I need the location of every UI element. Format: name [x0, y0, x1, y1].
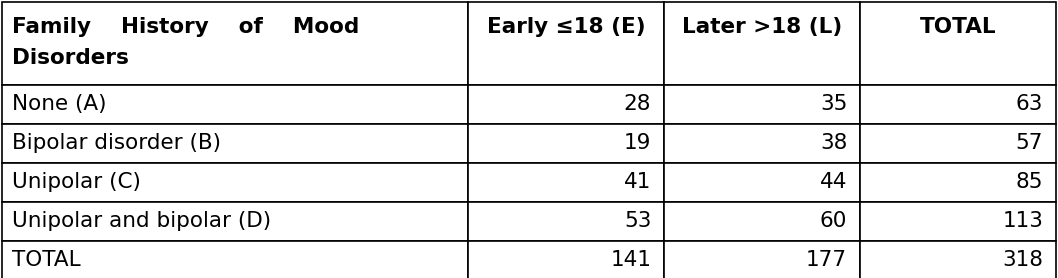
Text: TOTAL: TOTAL	[919, 17, 997, 37]
Bar	[2, 2, 468, 85]
Text: 85: 85	[1016, 173, 1043, 192]
Text: 41: 41	[624, 173, 652, 192]
Bar	[664, 124, 860, 163]
Text: 44: 44	[820, 173, 847, 192]
Bar	[468, 124, 664, 163]
Bar	[860, 202, 1056, 241]
Text: TOTAL: TOTAL	[12, 250, 80, 270]
Text: 177: 177	[806, 250, 847, 270]
Text: Unipolar and bipolar (D): Unipolar and bipolar (D)	[12, 212, 271, 232]
Bar	[468, 85, 664, 124]
Bar	[468, 2, 664, 85]
Text: Early ≤18 (E): Early ≤18 (E)	[487, 17, 645, 37]
Bar	[860, 2, 1056, 85]
Text: None (A): None (A)	[12, 95, 106, 115]
Text: Disorders: Disorders	[12, 48, 128, 68]
Text: 113: 113	[1002, 212, 1043, 232]
Bar	[2, 241, 468, 278]
Text: 53: 53	[624, 212, 652, 232]
Text: Later >18 (L): Later >18 (L)	[681, 17, 842, 37]
Bar	[664, 241, 860, 278]
Bar	[664, 202, 860, 241]
Text: 60: 60	[820, 212, 847, 232]
Text: 57: 57	[1016, 133, 1043, 153]
Text: 28: 28	[624, 95, 652, 115]
Bar	[860, 124, 1056, 163]
Bar	[2, 85, 468, 124]
Bar	[2, 163, 468, 202]
Bar	[468, 163, 664, 202]
Bar	[468, 241, 664, 278]
Bar	[2, 124, 468, 163]
Text: 141: 141	[610, 250, 652, 270]
Text: Family    History    of    Mood: Family History of Mood	[12, 17, 359, 37]
Text: 35: 35	[820, 95, 847, 115]
Text: 38: 38	[820, 133, 847, 153]
Bar	[664, 163, 860, 202]
Bar	[860, 85, 1056, 124]
Bar	[664, 85, 860, 124]
Text: Unipolar (C): Unipolar (C)	[12, 173, 141, 192]
Text: 318: 318	[1002, 250, 1043, 270]
Bar	[860, 163, 1056, 202]
Bar	[2, 202, 468, 241]
Bar	[664, 2, 860, 85]
Bar	[860, 241, 1056, 278]
Text: 63: 63	[1016, 95, 1043, 115]
Text: 19: 19	[624, 133, 652, 153]
Bar	[468, 202, 664, 241]
Text: Bipolar disorder (B): Bipolar disorder (B)	[12, 133, 220, 153]
